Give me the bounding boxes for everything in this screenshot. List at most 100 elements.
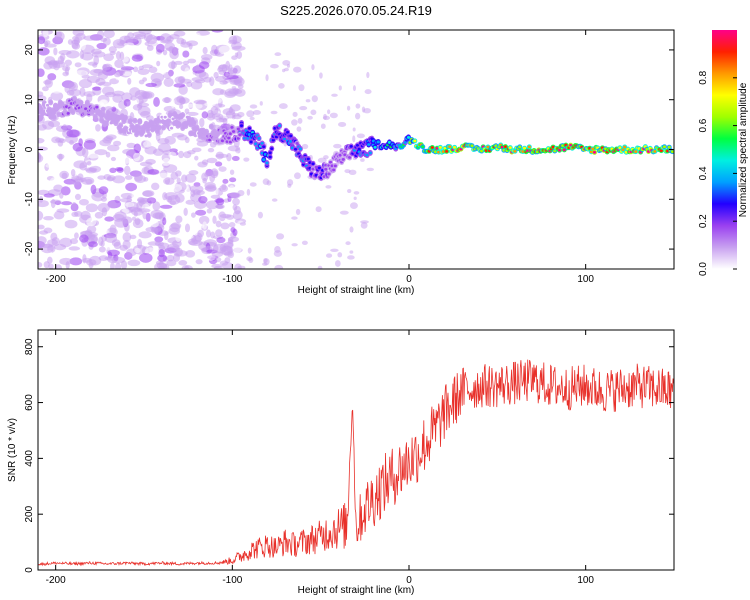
spectrogram-noise-cell: [81, 176, 95, 185]
spectrogram-noise-cell: [230, 227, 236, 233]
spectrogram-noise-cell: [122, 208, 130, 214]
spectrogram-noise-cell: [138, 231, 152, 239]
spectrogram-signal-cell: [268, 155, 272, 159]
spectrogram-noise-cell: [83, 35, 98, 41]
spectrogram-noise-cell: [131, 54, 143, 62]
spectrogram-noise-cell: [103, 135, 114, 142]
spectrogram-noise-cell: [232, 204, 238, 211]
spectrogram-noise-cell: [72, 142, 83, 152]
spectrogram-noise-cell: [138, 30, 152, 35]
spectrogram-noise-cell: [119, 155, 133, 164]
spectrogram-noise-cell: [112, 213, 125, 222]
spectrogram-noise-cell: [98, 81, 112, 87]
spectrogram-noise-cell: [59, 237, 73, 248]
spectrogram-noise-cell: [107, 249, 120, 257]
spectrogram-noise-cell: [134, 217, 141, 226]
spectrogram-noise-cell: [228, 88, 243, 95]
spectrogram-noise-cell: [104, 216, 115, 222]
spectrogram-noise-cell: [58, 220, 66, 228]
spectrogram-noise-cell: [127, 77, 132, 85]
spectrogram-noise-cell: [212, 215, 217, 224]
spectrogram-signal-cell: [286, 130, 290, 134]
spectrogram-data: [38, 30, 674, 269]
spectrogram-noise-cell: [348, 169, 357, 176]
spectrogram-signal-cell: [376, 140, 380, 144]
spectrogram-noise-cell: [311, 64, 315, 71]
spectrogram-noise-cell: [51, 237, 61, 247]
spectrogram-noise-cell: [54, 264, 63, 269]
spectrogram-noise-cell: [333, 143, 342, 149]
spectrogram-noise-cell: [71, 211, 79, 217]
spectrogram-noise-cell: [356, 133, 365, 139]
spectrogram-signal-cell: [430, 146, 434, 149]
spectrogram-signal-cell: [328, 160, 333, 164]
spectrogram-noise-cell: [232, 198, 240, 206]
spectrogram-signal-cell: [101, 112, 105, 116]
spectrogram-noise-cell: [141, 261, 150, 269]
spectrogram-noise-cell: [79, 234, 89, 243]
spectrogram-noise-cell: [62, 71, 69, 77]
spectrogram-noise-cell: [109, 224, 117, 235]
spectrogram-noise-cell: [53, 184, 64, 192]
spectrogram-signal-cell: [368, 151, 372, 155]
spectrogram-signal-cell: [192, 121, 196, 125]
spectrogram-noise-cell: [43, 215, 54, 221]
spectrogram-noise-cell: [107, 144, 120, 152]
spectrogram-noise-cell: [215, 153, 229, 158]
spectrogram-signal-cell: [93, 115, 97, 119]
y-tick-label: 400: [24, 450, 35, 467]
spectrogram-noise-cell: [104, 233, 118, 243]
spectrogram-signal-cell: [365, 153, 369, 157]
spectrogram-noise-cell: [298, 84, 305, 92]
spectrogram-noise-cell: [317, 157, 327, 163]
spectrogram-noise-cell: [218, 45, 231, 55]
spectrogram-signal-cell: [60, 102, 64, 106]
spectrogram-noise-cell: [125, 182, 138, 192]
spectrogram-noise-cell: [129, 36, 139, 43]
spectrogram-noise-cell: [206, 89, 212, 97]
spectrogram-signal-cell: [220, 139, 225, 143]
spectrogram-signal-cell: [100, 118, 104, 122]
spectrogram-signal-cell: [387, 141, 391, 144]
spectrogram-noise-cell: [61, 201, 73, 206]
spectrogram-noise-cell: [101, 86, 115, 96]
spectrogram-noise-cell: [60, 186, 71, 196]
spectrogram-noise-cell: [249, 182, 257, 187]
spectrogram-noise-cell: [136, 238, 143, 249]
spectrogram-noise-cell: [187, 234, 194, 239]
spectrogram-noise-cell: [38, 47, 50, 56]
spectrogram-noise-cell: [229, 177, 237, 183]
spectrogram-noise-cell: [122, 148, 136, 155]
spectrogram-noise-cell: [86, 75, 101, 84]
spectrogram-noise-cell: [43, 261, 50, 269]
spectrogram-noise-cell: [129, 234, 137, 240]
spectrogram-noise-cell: [278, 82, 285, 89]
spectrogram-noise-cell: [215, 220, 222, 228]
spectrogram-signal-cell: [333, 164, 337, 168]
spectrogram-noise-cell: [307, 115, 313, 120]
spectrogram-noise-cell: [360, 158, 365, 162]
spectrogram-noise-cell: [165, 47, 179, 52]
spectrogram-noise-cell: [162, 157, 171, 167]
spectrogram-signal-cell: [268, 151, 272, 155]
spectrogram-signal-cell: [71, 110, 75, 114]
spectrogram-noise-cell: [195, 209, 207, 216]
spectrogram-noise-cell: [119, 197, 133, 203]
spectrogram-noise-cell: [231, 244, 242, 253]
spectrogram-noise-cell: [311, 95, 318, 103]
spectrogram-noise-cell: [78, 198, 89, 206]
x-tick-label: 100: [577, 274, 594, 285]
spectrogram-noise-cell: [239, 222, 247, 226]
spectrogram-signal-cell: [128, 119, 132, 123]
spectrogram-signal-cell: [373, 145, 377, 149]
spectrogram-noise-cell: [38, 210, 44, 221]
spectrogram-noise-cell: [203, 76, 212, 83]
spectrogram-noise-cell: [38, 146, 48, 151]
spectrogram-noise-cell: [155, 43, 165, 53]
spectrogram-noise-cell: [231, 155, 240, 162]
spectrogram-noise-cell: [199, 117, 205, 128]
spectrogram-noise-cell: [175, 233, 182, 242]
snr-y-axis: 0 200 400 600 800: [24, 338, 674, 573]
spectrogram-noise-cell: [115, 51, 122, 60]
spectrogram-noise-cell: [162, 192, 168, 201]
